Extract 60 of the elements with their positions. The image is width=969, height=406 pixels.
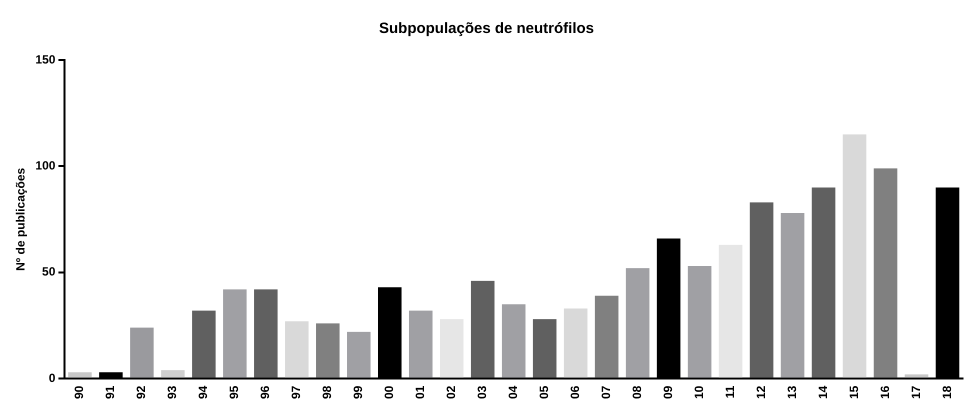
- bar: [440, 319, 464, 378]
- x-tick-label: 09: [660, 385, 675, 400]
- y-tick-label: 50: [42, 264, 56, 279]
- x-tick-label: 14: [816, 385, 830, 400]
- x-tick-label: 03: [475, 385, 490, 400]
- x-tick-label: 98: [320, 385, 334, 400]
- x-tick-label: 08: [630, 385, 644, 400]
- bar: [316, 323, 340, 378]
- x-tick-label: 12: [754, 385, 768, 400]
- x-tick-label: 10: [692, 385, 706, 400]
- bar: [626, 268, 650, 378]
- bar: [812, 187, 836, 378]
- bar: [594, 296, 618, 378]
- bar: [718, 244, 742, 378]
- x-tick-label: 18: [940, 385, 954, 400]
- y-tick-label: 150: [35, 52, 56, 66]
- x-tick-label: 17: [908, 385, 923, 400]
- x-tick-label: 05: [537, 385, 552, 400]
- x-tick-label: 93: [165, 385, 180, 400]
- y-axis-title: Nº de publicações: [14, 167, 28, 271]
- bar: [780, 212, 804, 378]
- x-tick-label: 97: [289, 385, 304, 400]
- bar: [130, 328, 154, 378]
- x-tick-label: 11: [722, 385, 737, 398]
- x-tick-label: 16: [878, 385, 892, 400]
- x-tick-label: 99: [351, 385, 366, 400]
- bar: [347, 332, 371, 378]
- bar: [408, 310, 433, 378]
- bar: [223, 289, 247, 378]
- bar: [688, 266, 712, 378]
- x-tick-label: 02: [444, 385, 458, 400]
- x-tick-label: 91: [103, 385, 118, 400]
- bar: [470, 280, 494, 378]
- x-tick-label: 95: [227, 385, 242, 400]
- bar: [750, 202, 774, 378]
- y-tick-label: 100: [35, 158, 56, 173]
- y-tick-label: 0: [48, 370, 56, 385]
- chart-title: Subpopulações de neutrófilos: [378, 20, 594, 38]
- bar: [285, 321, 309, 378]
- bar: [502, 304, 526, 378]
- x-tick-label: 00: [382, 385, 396, 400]
- x-tick-label: 92: [134, 385, 148, 400]
- x-tick-label: 01: [413, 385, 428, 400]
- x-tick-label: 96: [258, 385, 272, 400]
- x-tick-label: 04: [506, 385, 520, 400]
- bar: [161, 370, 185, 378]
- bar: [254, 289, 278, 378]
- bar: [842, 134, 866, 378]
- x-tick-label: 94: [196, 385, 210, 400]
- bar: [192, 310, 216, 378]
- bar: [68, 372, 92, 378]
- x-tick-label: 07: [598, 385, 613, 400]
- x-tick-label: 15: [846, 385, 861, 400]
- x-tick-label: 90: [72, 385, 86, 400]
- x-tick-label: 13: [784, 385, 799, 400]
- bar: [874, 168, 898, 378]
- x-tick-label: 06: [568, 385, 582, 400]
- bar: [904, 374, 928, 378]
- bar: [532, 319, 556, 378]
- bar: [564, 308, 588, 378]
